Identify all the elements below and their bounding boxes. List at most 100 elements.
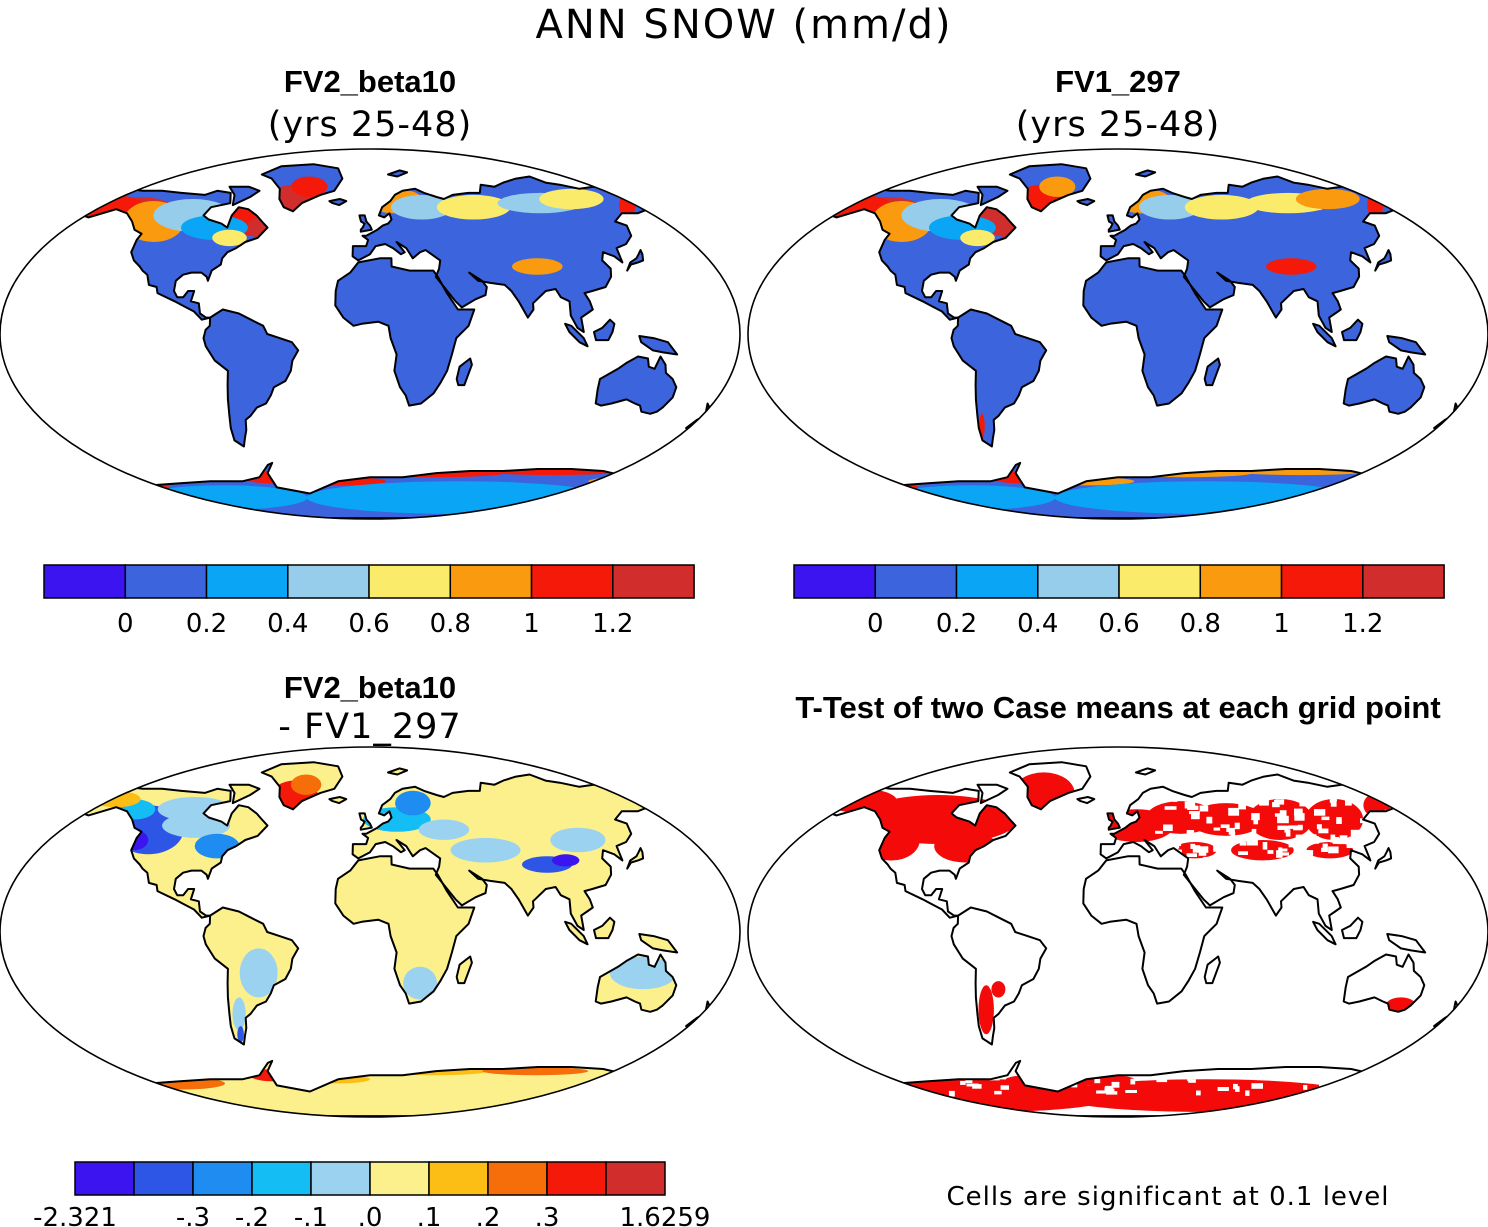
grid-cell [1322, 1088, 1330, 1094]
coastline-madagascar [1203, 357, 1221, 387]
grid-cell [1299, 802, 1311, 807]
grid-cell [1226, 827, 1235, 832]
value-region-14 [552, 854, 580, 867]
grid-cell [1163, 824, 1173, 831]
grid-cell [1186, 853, 1197, 857]
coastline-baffin [976, 185, 1009, 207]
grid-cell [1182, 858, 1188, 864]
grid-cell [966, 1083, 979, 1087]
grid-cell [1314, 809, 1326, 816]
coastline-madagascar [455, 357, 473, 387]
grid-cell [1425, 842, 1432, 847]
grid-cell [1292, 789, 1302, 797]
grid-cell [1111, 1081, 1120, 1088]
value-region-14 [539, 188, 604, 210]
colorbar-swatch-3 [251, 1161, 312, 1196]
land-fill-madagascar [1204, 956, 1220, 984]
value-region-1 [119, 829, 149, 851]
coastline-new-guinea [638, 335, 679, 356]
grid-cell [1360, 818, 1367, 824]
coastline-japan [626, 847, 645, 870]
grid-cell [1412, 797, 1418, 802]
grid-cell [1339, 835, 1348, 843]
value-region-6 [291, 176, 328, 197]
grid-cell [1163, 842, 1173, 848]
grid-cell [1210, 870, 1222, 879]
land-fill-south-america [951, 309, 1047, 447]
land-fill-borneo [1342, 319, 1363, 341]
coastline-greenland [260, 163, 344, 213]
grid-cell [1372, 830, 1378, 837]
coastline-iceland [328, 796, 348, 805]
grid-cell [1415, 856, 1422, 862]
coastline-south-america [202, 906, 300, 1046]
grid-cell [1291, 793, 1296, 799]
coastline-uk [358, 214, 373, 233]
map-value-regions [76, 176, 663, 514]
land-fill-south-america [203, 309, 299, 447]
value-region-15 [512, 258, 563, 275]
coastline-south-america [202, 308, 300, 448]
coastline-new-guinea [638, 933, 679, 954]
colorbar-swatch-2 [192, 1161, 253, 1196]
coastline-iceland [1076, 796, 1096, 805]
grid-cell [1362, 846, 1373, 852]
land-fill-baffin [977, 784, 1008, 804]
colorbar-tick-label-7: .3 [535, 1203, 560, 1227]
coastline-south-america [950, 906, 1048, 1046]
grid-cell [1190, 843, 1196, 849]
grid-cell [1385, 793, 1393, 801]
colorbar-swatch-6 [1280, 564, 1364, 599]
coastline-madagascar [1203, 955, 1221, 985]
panel2-title: FV1_297 [1055, 64, 1181, 99]
land-fill-south-america [951, 907, 1047, 1045]
grid-cell [1206, 816, 1213, 824]
land-fill-madagascar [1204, 358, 1220, 386]
coastline-eurasia [1099, 175, 1419, 333]
colorbar-swatch-9 [605, 1161, 666, 1196]
grid-cell [1370, 870, 1376, 877]
grid-cell [1330, 799, 1337, 807]
colorbar-swatch-8 [546, 1161, 607, 1196]
coastline-north-america [82, 187, 269, 321]
colorbar-tick-label-5: 1 [1273, 609, 1290, 639]
land-fill-sumatra [1313, 323, 1336, 347]
grid-cell [1000, 1085, 1009, 1090]
grid-cell [1345, 799, 1352, 806]
grid-cell [1328, 846, 1339, 854]
grid-cell [1251, 813, 1260, 821]
grid-cell [1277, 825, 1287, 830]
coastline-uk [1106, 214, 1121, 233]
grid-cell [1331, 1085, 1337, 1091]
grid-cell [1385, 857, 1391, 865]
colorbar-difference: -2.321 -.3 -.2 -.1 .0 .1 .2 .3 1.6259 [33, 1161, 710, 1227]
value-region-18 [237, 1026, 244, 1043]
land-fill-north-america [831, 188, 1016, 320]
grid-cell [1077, 1076, 1082, 1083]
land-fill-new-guinea [1387, 336, 1426, 355]
colorbar-swatch-0 [43, 564, 127, 599]
coastline-japan [1374, 249, 1393, 272]
grid-cell [1281, 852, 1289, 856]
grid-cell [1352, 838, 1363, 846]
grid-cell [1350, 829, 1363, 837]
grid-cell [1274, 813, 1285, 817]
coastline-svalbard [387, 767, 409, 776]
coastline-greenland [1008, 163, 1092, 213]
value-region-8 [92, 790, 141, 808]
significant-region-2 [862, 819, 920, 861]
grid-cell [1263, 862, 1274, 866]
coastline-sumatra [564, 322, 589, 348]
grid-cell [1278, 848, 1288, 852]
value-region-21 [482, 466, 624, 476]
land-fill-africa [1083, 258, 1223, 406]
coastline-africa [1082, 257, 1224, 407]
value-region-15 [1266, 258, 1317, 275]
grid-cell [1318, 828, 1329, 834]
coastline-greenland [1008, 761, 1092, 811]
grid-cell [1336, 817, 1342, 824]
value-region-4 [994, 217, 1022, 238]
grid-cell [1404, 859, 1410, 863]
grid-cell [1188, 1079, 1196, 1083]
map-fv1-297 [747, 148, 1488, 520]
